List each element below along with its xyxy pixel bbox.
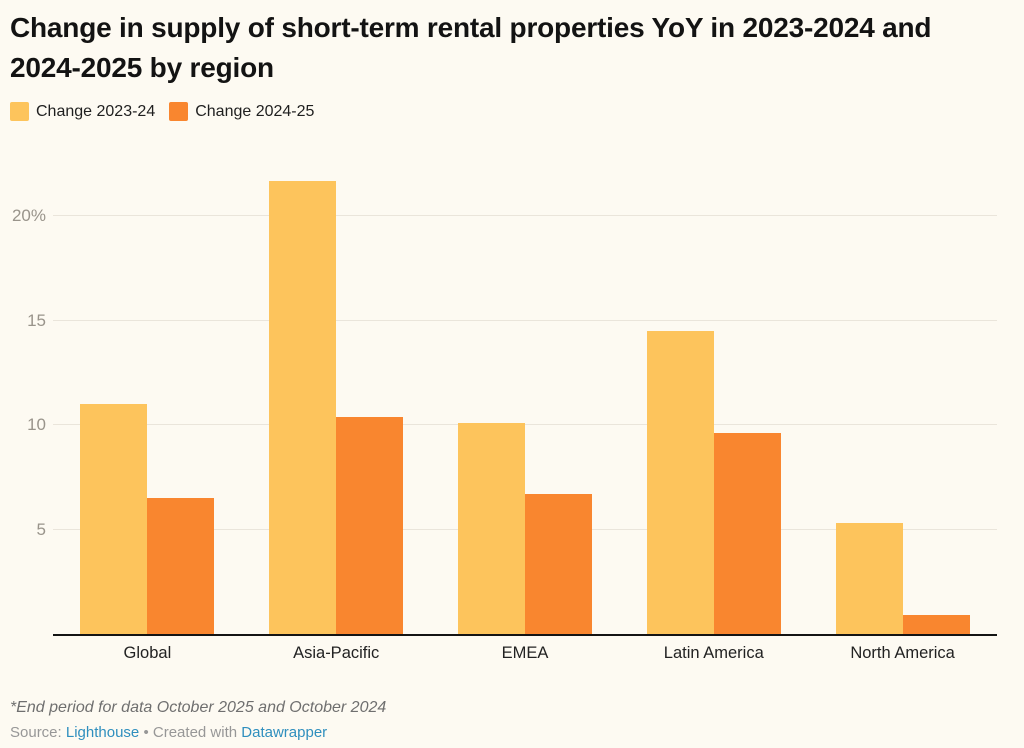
source-link-lighthouse[interactable]: Lighthouse <box>65 724 140 741</box>
bar-latin-america-change-2023-24 <box>646 331 714 634</box>
legend-item-2024-25: Change 2024-25 <box>169 102 314 121</box>
bar-chart-plot-area: 5 10 15 20% <box>12 166 997 636</box>
x-axis-label-asia-pacific: Asia-Pacific <box>293 644 380 662</box>
source-divider: • <box>143 724 149 741</box>
source-label: Source: <box>10 724 62 741</box>
legend-label-2023-24: Change 2023-24 <box>36 102 156 120</box>
legend: Change 2023-24 Change 2024-25 <box>10 102 1024 121</box>
gridline-15 <box>53 319 997 321</box>
x-axis-labels: Global Asia-Pacific EMEA Latin America North… <box>53 644 997 663</box>
bar-north-america-change-2024-25 <box>902 615 970 634</box>
y-tick-label-15: 15 <box>27 310 46 330</box>
created-with-label: Created with <box>152 724 238 741</box>
bar-global-change-2023-24 <box>80 404 148 634</box>
legend-swatch-2023-24 <box>10 102 29 121</box>
bar-emea-change-2023-24 <box>457 423 525 634</box>
footnote: *End period for data October 2025 and Oc… <box>10 699 387 716</box>
bar-group-north-america <box>808 166 997 634</box>
x-axis-label-north-america: North America <box>850 644 955 662</box>
bar-asia-pacific-change-2024-25 <box>336 416 404 634</box>
y-tick-label-10: 10 <box>27 415 46 435</box>
y-tick-label-5: 5 <box>36 519 46 539</box>
legend-label-2024-25: Change 2024-25 <box>195 102 315 120</box>
bar-group-latin-america <box>619 166 808 634</box>
bar-global-change-2024-25 <box>147 498 215 634</box>
x-axis-label-global: Global <box>123 644 172 662</box>
bar-group-asia-pacific <box>242 166 431 634</box>
gridline-10 <box>53 424 997 426</box>
source-link-datawrapper[interactable]: Datawrapper <box>241 724 328 741</box>
source-line: Source: Lighthouse • Created with Datawr… <box>10 724 1024 741</box>
x-axis-label-emea: EMEA <box>501 644 549 662</box>
bar-emea-change-2024-25 <box>524 494 592 634</box>
chart-title: Change in supply of short-term rental pr… <box>10 12 932 83</box>
legend-swatch-2024-25 <box>169 102 189 121</box>
bar-latin-america-change-2024-25 <box>713 433 781 634</box>
gridline-20 <box>53 215 997 217</box>
bars-container <box>53 166 997 634</box>
bar-north-america-change-2023-24 <box>835 523 903 634</box>
y-tick-label-20: 20% <box>11 206 46 226</box>
x-axis-label-latin-america: Latin America <box>663 644 764 662</box>
bar-asia-pacific-change-2023-24 <box>269 180 337 634</box>
bar-group-emea <box>431 166 620 634</box>
legend-item-2023-24: Change 2023-24 <box>10 102 155 121</box>
bar-group-global <box>53 166 242 634</box>
